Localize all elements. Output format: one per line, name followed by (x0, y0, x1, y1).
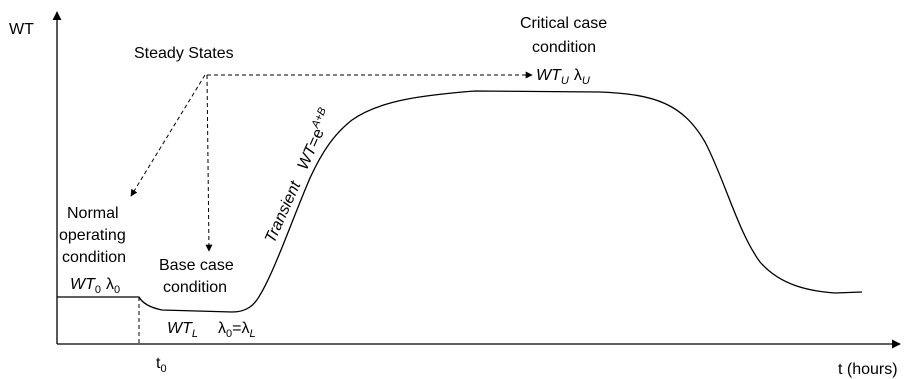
critical-case-values: WTU λU (536, 67, 590, 87)
arrow-to-normal (130, 74, 206, 197)
steady-states-label: Steady States (134, 45, 234, 62)
t0-tick-label: t0 (156, 355, 167, 375)
base-condition-line1: Base case (159, 257, 234, 274)
transient-label: Transient (262, 178, 304, 245)
wt-curve (57, 90, 863, 313)
normal-condition-line2: operating (59, 227, 126, 244)
arrow-to-base (205, 74, 213, 252)
transient-equation: WT=eA+B (292, 106, 336, 173)
normal-condition-values: WT0 λ0 (70, 276, 120, 296)
transient-label-group: Transient WT=eA+B (262, 106, 336, 246)
normal-condition-line3: condition (62, 249, 126, 266)
critical-case-line1: Critical case (520, 15, 607, 32)
x-axis-label: t (hours) (838, 361, 898, 378)
normal-condition-line1: Normal (67, 205, 119, 222)
base-condition-lambda-eq: λ0=λL (218, 320, 256, 340)
base-condition-wt: WTL (167, 320, 198, 340)
base-condition-line2: condition (163, 279, 227, 296)
critical-case-line2: condition (532, 39, 596, 56)
y-axis-label: WT (9, 21, 34, 38)
